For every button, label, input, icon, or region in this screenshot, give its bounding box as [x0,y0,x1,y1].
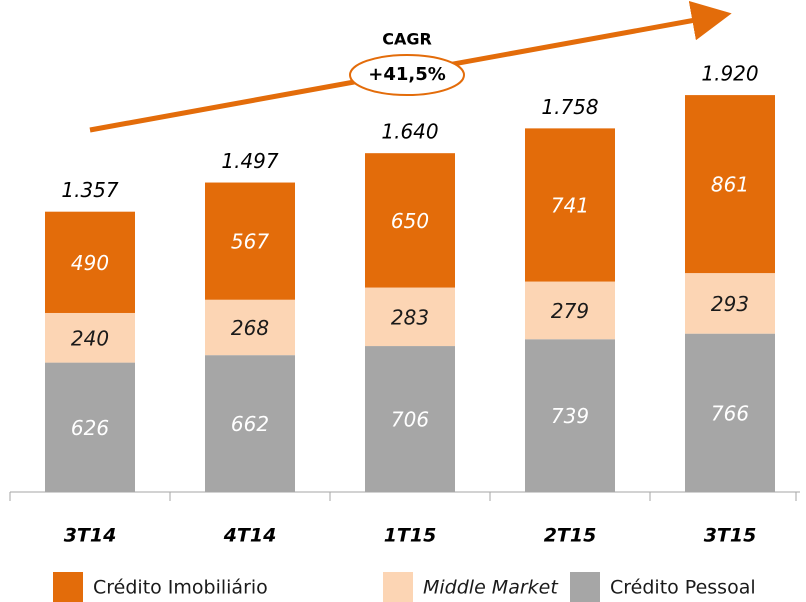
cagr-value: +41,5% [368,64,446,85]
data-label: 283 [391,305,429,329]
bar-segment [365,346,455,492]
data-label: 567 [231,230,269,254]
x-tick-label: 3T14 [64,525,117,547]
bar-segment [525,281,615,340]
data-label: 626 [71,416,109,440]
legend-swatch [53,572,83,602]
data-label: 706 [391,408,429,432]
data-label: 861 [711,173,749,197]
total-label: 1.497 [221,149,279,173]
bar-segment [205,299,295,356]
data-label: 741 [551,193,589,217]
data-label: 279 [551,299,589,323]
x-tick-label: 3T15 [704,525,757,547]
data-label: 490 [71,251,109,275]
data-label: 240 [71,326,109,350]
cagr-title: CAGR [382,30,432,49]
x-tick-label: 4T14 [223,525,277,547]
bar-segment [525,128,615,282]
legend-label: Crédito Imobiliário [93,577,268,599]
bar-segment [685,273,775,334]
legend-label: Crédito Pessoal [610,577,756,599]
bar-segment [525,339,615,492]
bar-segment [365,287,455,347]
legend-label: Middle Market [423,577,559,599]
data-label: 662 [231,412,269,436]
bar-segment [45,362,135,492]
data-label: 293 [711,292,749,316]
cagr-ellipse [349,54,465,96]
data-label: 739 [551,404,589,428]
bar-segment [685,333,775,492]
data-label: 650 [391,209,429,233]
bar-segment [45,312,135,363]
bar-segment [205,355,295,492]
total-label: 1.920 [701,62,758,86]
x-tick-label: 1T15 [384,525,437,547]
total-label: 1.640 [381,119,438,143]
bar-segment [685,95,775,274]
bar-segment [45,211,135,313]
total-label: 1.758 [541,95,598,119]
x-tick-label: 2T15 [544,525,597,547]
data-label: 268 [231,316,269,340]
bar-segment [365,153,455,288]
total-label: 1.357 [61,178,119,202]
data-label: 766 [711,401,749,425]
legend-swatch [383,572,413,602]
bar-segment [205,182,295,300]
legend-swatch [570,572,600,602]
